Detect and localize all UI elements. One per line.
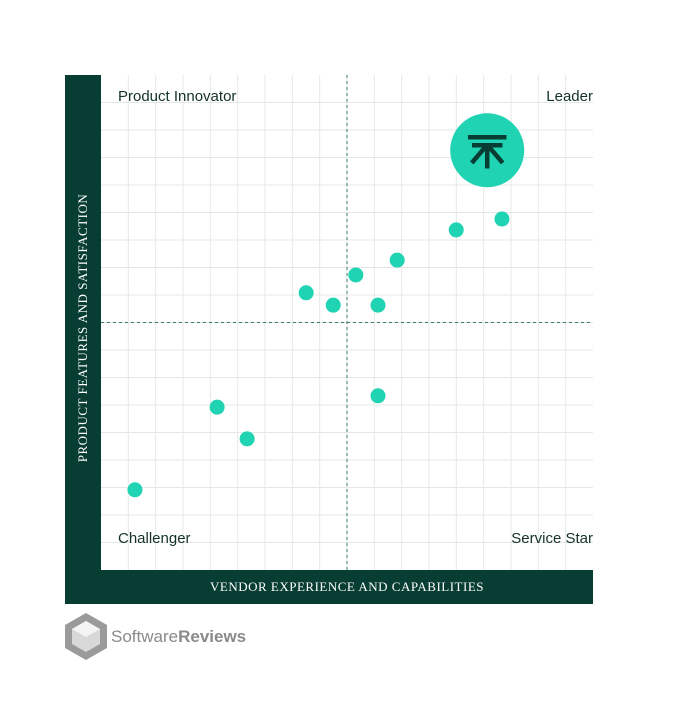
vendor-icon — [467, 134, 507, 169]
point — [389, 252, 405, 268]
point — [127, 482, 143, 498]
quadrant-label: Product Innovator — [118, 88, 236, 105]
brand-text: Reviews — [178, 627, 246, 646]
axis-band — [65, 75, 101, 604]
quadrant-label: Challenger — [118, 530, 191, 547]
x-axis-title: VENDOR EXPERIENCE AND CAPABILITIES — [210, 579, 484, 594]
brand-text: SoftwareReviews — [111, 627, 246, 646]
quadrant-label: Service Star — [511, 530, 593, 547]
point — [448, 222, 464, 238]
point — [209, 399, 225, 415]
point — [239, 431, 255, 447]
vendor-icon — [467, 134, 507, 169]
logo-cube — [72, 621, 100, 637]
point — [370, 388, 386, 404]
y-axis-title: PRODUCT FEATURES AND SATISFACTION — [75, 194, 90, 463]
point — [370, 297, 386, 313]
axis-band — [65, 570, 593, 604]
point — [348, 267, 364, 283]
point — [494, 211, 510, 227]
point — [325, 297, 341, 313]
brand-logo — [65, 613, 107, 660]
marks — [127, 113, 525, 498]
brand-text: Software — [111, 627, 178, 646]
point — [298, 285, 314, 301]
quadrant-label: Leader — [546, 88, 593, 105]
